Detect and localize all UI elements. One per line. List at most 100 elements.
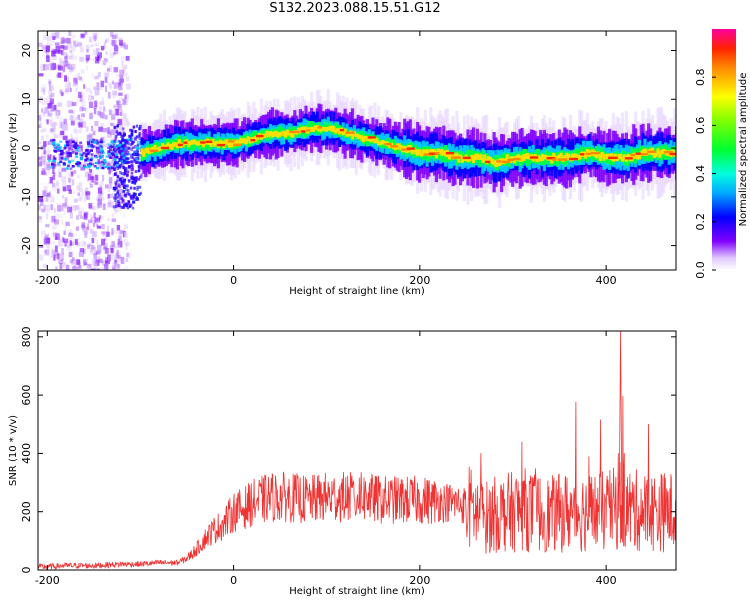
noise-mark <box>136 188 139 192</box>
noise-mark <box>105 68 111 74</box>
noise-mark <box>58 58 63 65</box>
noise-mark <box>46 204 50 212</box>
noise-mark <box>106 151 110 155</box>
noise-mark <box>101 238 106 246</box>
noise-mark <box>86 265 90 270</box>
noise-mark <box>93 176 96 183</box>
noise-mark <box>86 134 92 141</box>
noise-mark <box>58 146 62 149</box>
colorbar-tick-label: 0.8 <box>694 68 707 86</box>
noise-mark <box>64 243 67 247</box>
ridge-mark <box>557 154 561 160</box>
ridge-mark <box>272 131 276 137</box>
ridge-peak-mark <box>345 131 355 134</box>
ridge-mark <box>332 126 336 132</box>
noise-mark <box>121 198 125 202</box>
noise-mark <box>116 100 121 104</box>
noise-mark <box>118 132 122 136</box>
noise-mark <box>134 176 137 180</box>
y-axis-label: Frequency (Hz) <box>8 113 19 189</box>
noise-mark <box>52 245 55 250</box>
ridge-peak-mark <box>205 140 213 143</box>
noise-mark <box>93 217 97 224</box>
ridge-mark <box>276 132 280 138</box>
ridge-mark <box>419 152 424 157</box>
ridge-mark <box>457 155 461 163</box>
ridge-mark <box>302 126 306 133</box>
noise-mark <box>117 201 121 205</box>
noise-mark <box>61 152 65 155</box>
noise-mark <box>97 72 101 78</box>
noise-mark <box>85 194 89 200</box>
noise-mark <box>119 39 123 46</box>
x-tick-label: -200 <box>35 274 60 287</box>
noise-mark <box>89 249 93 255</box>
ridge-mark <box>537 155 541 162</box>
noise-mark <box>95 217 101 223</box>
noise-mark <box>113 67 119 73</box>
noise-mark <box>137 155 140 159</box>
noise-mark <box>89 89 93 95</box>
noise-mark <box>94 88 98 96</box>
noise-mark <box>86 227 89 231</box>
noise-mark <box>113 168 116 171</box>
ridge-mark <box>337 128 342 135</box>
noise-mark <box>78 211 82 216</box>
noise-mark <box>122 120 128 127</box>
noise-mark <box>66 237 72 243</box>
noise-mark <box>121 127 125 131</box>
x-axis-label: Height of straight line (km) <box>289 586 425 597</box>
noise-mark <box>111 40 117 47</box>
ridge-mark <box>410 150 414 155</box>
ridge-mark <box>619 153 623 160</box>
noise-mark <box>112 142 116 145</box>
noise-mark <box>93 253 97 260</box>
noise-mark <box>119 230 124 235</box>
noise-mark <box>114 45 119 51</box>
noise-mark <box>94 174 99 181</box>
noise-mark <box>56 202 61 206</box>
noise-mark <box>78 162 83 168</box>
noise-mark <box>92 130 96 136</box>
ridge-mark <box>660 149 664 155</box>
noise-mark <box>101 223 105 230</box>
noise-mark <box>100 196 105 201</box>
noise-mark <box>116 181 119 185</box>
noise-mark <box>138 185 142 189</box>
ridge-mark <box>203 139 207 145</box>
noise-mark <box>105 142 110 148</box>
ridge-mark <box>481 158 485 163</box>
noise-mark <box>127 202 130 206</box>
noise-mark <box>79 194 84 201</box>
noise-mark <box>66 206 69 213</box>
ridge-mark <box>583 151 587 159</box>
noise-mark <box>94 161 98 165</box>
noise-mark <box>45 192 51 200</box>
ridge-mark <box>310 126 314 132</box>
noise-mark <box>73 77 78 85</box>
ridge-mark <box>654 146 658 159</box>
y-tick-label: 400 <box>20 443 33 464</box>
noise-mark <box>98 52 101 56</box>
noise-mark <box>117 250 121 254</box>
y-tick-label: 20 <box>20 44 33 58</box>
noise-mark <box>57 214 63 219</box>
noise-mark <box>111 241 115 248</box>
noise-mark <box>103 42 106 49</box>
ridge-peak-mark <box>233 143 241 146</box>
noise-mark <box>133 180 136 184</box>
noise-mark <box>89 228 94 234</box>
ridge-peak-mark <box>496 160 502 163</box>
noise-mark <box>98 161 102 164</box>
noise-mark <box>108 109 112 116</box>
ridge-peak-mark <box>390 145 398 148</box>
noise-mark <box>95 146 99 149</box>
ridge-mark <box>604 154 608 159</box>
ridge-mark <box>535 157 539 163</box>
ridge-peak-mark <box>462 156 471 160</box>
noise-mark <box>110 194 114 200</box>
noise-mark <box>71 159 74 163</box>
ridge-mark <box>421 149 425 156</box>
noise-mark <box>54 44 60 48</box>
